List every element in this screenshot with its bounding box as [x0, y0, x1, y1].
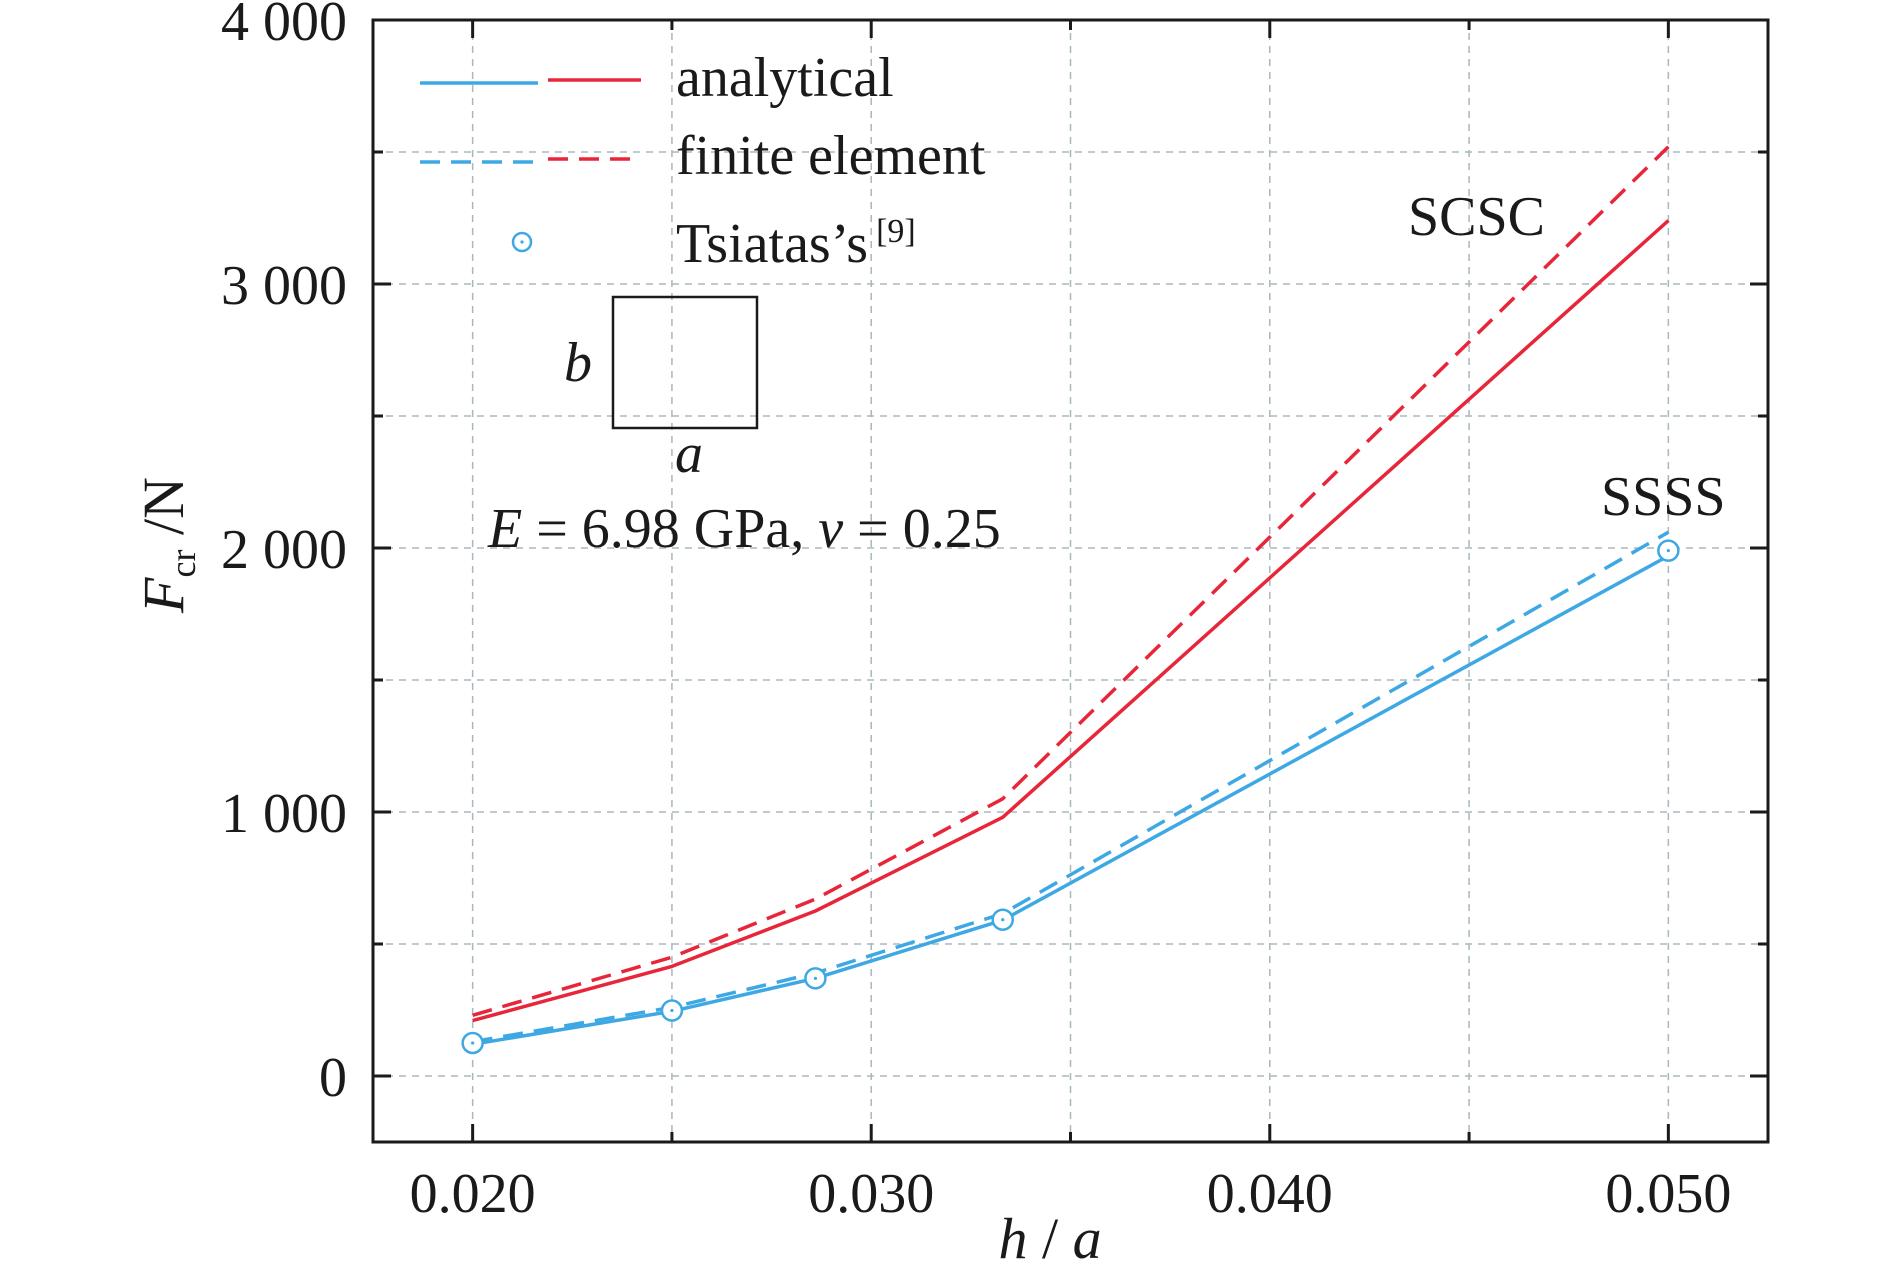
- tsiatas-markers: [463, 541, 1679, 1053]
- ssss-label: SSSS: [1601, 466, 1726, 528]
- grid-lines: [373, 20, 1768, 1142]
- plate-schematic: b a: [564, 297, 757, 485]
- x-axis-label: h / a: [998, 1206, 1101, 1266]
- plate-side-a: a: [675, 423, 703, 485]
- x-tick-label: 0.030: [808, 1163, 934, 1225]
- y-tick-label: 0: [319, 1047, 347, 1109]
- tsiatas-marker-dot: [670, 1009, 673, 1012]
- legend: analytical finite element Tsiatas’s [9]: [420, 47, 986, 275]
- y-axis-label: Fcr /N: [131, 477, 203, 614]
- tsiatas-marker-dot: [814, 977, 817, 980]
- plate-side-b: b: [564, 332, 592, 394]
- tsiatas-marker-dot: [1001, 918, 1004, 921]
- x-tick-label: 0.020: [410, 1163, 536, 1225]
- legend-fe-label: finite element: [676, 125, 986, 187]
- legend-analytical-label: analytical: [676, 47, 894, 109]
- tsiatas-marker-dot: [1667, 549, 1670, 552]
- y-tick-label: 2 000: [221, 519, 347, 581]
- legend-tsiatas-marker-dot: [520, 240, 523, 243]
- x-tick-label: 0.040: [1207, 1163, 1333, 1225]
- tsiatas-marker-dot: [471, 1041, 474, 1044]
- plate-square: [613, 297, 757, 428]
- y-tick-label: 4 000: [221, 0, 347, 53]
- legend-tsiatas-label: Tsiatas’s [9]: [676, 213, 916, 275]
- scsc-label: SCSC: [1408, 186, 1545, 248]
- buckling-load-chart: 0.020 0.030 0.040 0.050 0 1 000 2 000 3 000 4 00…: [0, 0, 1890, 1266]
- material-parameters: E = 6.98 GPa, ν = 0.25: [487, 498, 1001, 560]
- y-tick-label: 3 000: [221, 255, 347, 317]
- y-tick-label: 1 000: [221, 783, 347, 845]
- x-tick-label: 0.050: [1605, 1163, 1731, 1225]
